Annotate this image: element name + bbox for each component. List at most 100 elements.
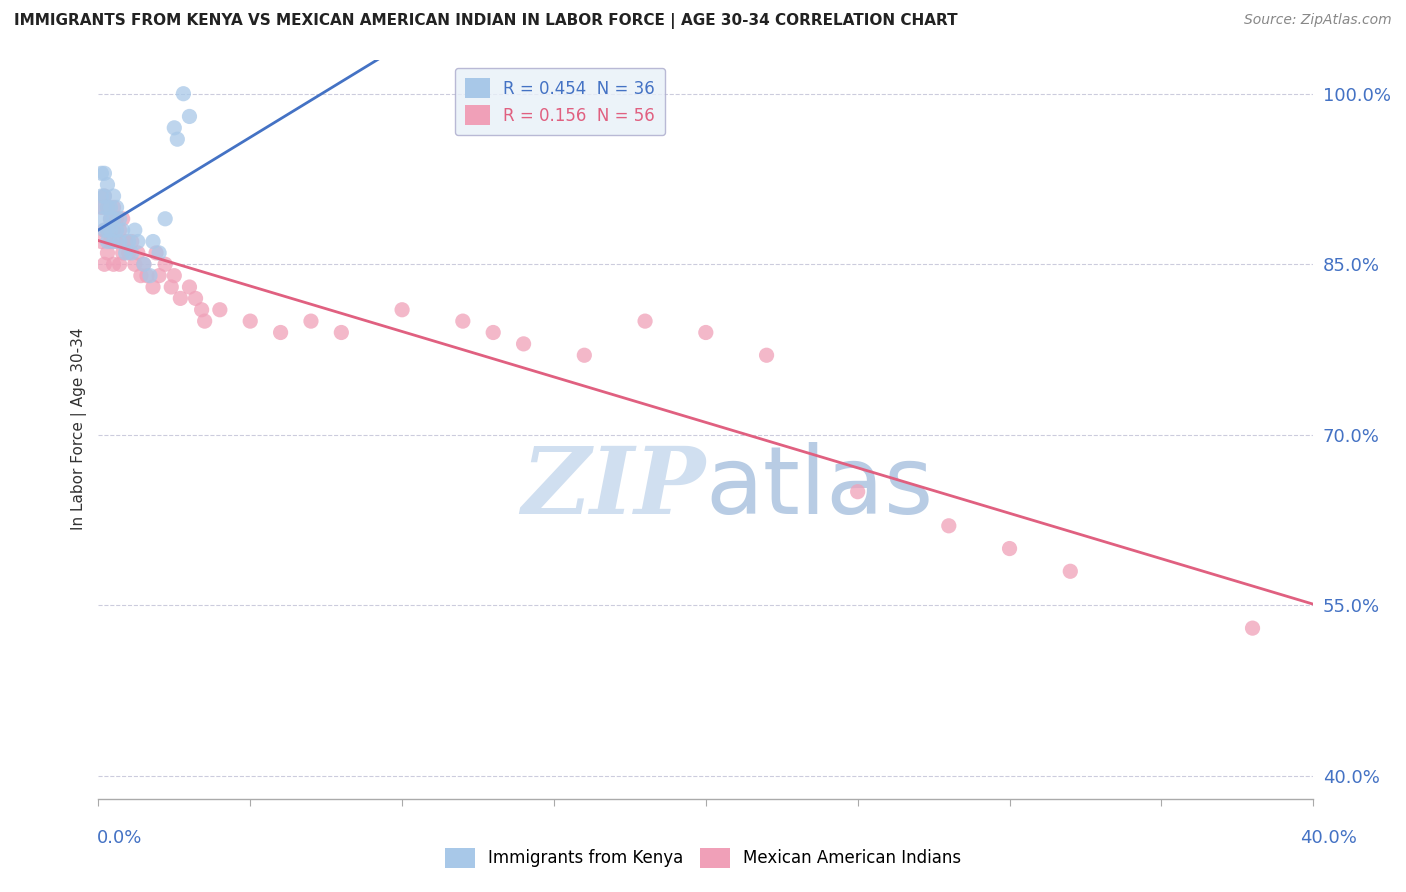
Point — [103, 257, 125, 271]
Point — [93, 201, 115, 215]
Legend: R = 0.454  N = 36, R = 0.156  N = 56: R = 0.454 N = 36, R = 0.156 N = 56 — [456, 68, 665, 136]
Y-axis label: In Labor Force | Age 30-34: In Labor Force | Age 30-34 — [72, 328, 87, 531]
Point — [139, 268, 162, 283]
Point — [153, 211, 176, 226]
Point — [103, 201, 125, 215]
Point — [105, 201, 128, 215]
Point — [118, 246, 141, 260]
Point — [100, 235, 122, 249]
Point — [163, 268, 186, 283]
Point — [103, 223, 125, 237]
Point — [190, 302, 212, 317]
Point — [90, 211, 112, 226]
Point — [93, 189, 115, 203]
Point — [114, 246, 136, 260]
Text: 40.0%: 40.0% — [1301, 829, 1357, 847]
Point — [998, 541, 1021, 556]
Point — [93, 257, 115, 271]
Point — [179, 110, 201, 124]
Point — [153, 257, 176, 271]
Point — [148, 268, 170, 283]
Point — [111, 223, 134, 237]
Point — [93, 223, 115, 237]
Point — [96, 201, 118, 215]
Point — [96, 246, 118, 260]
Point — [208, 302, 231, 317]
Point — [96, 223, 118, 237]
Text: ZIP: ZIP — [522, 443, 706, 533]
Point — [121, 235, 143, 249]
Point — [118, 235, 141, 249]
Point — [90, 235, 112, 249]
Point — [96, 178, 118, 192]
Point — [132, 257, 155, 271]
Point — [330, 326, 353, 340]
Text: 0.0%: 0.0% — [97, 829, 142, 847]
Point — [129, 268, 152, 283]
Point — [90, 201, 112, 215]
Point — [755, 348, 778, 362]
Point — [96, 223, 118, 237]
Point — [103, 211, 125, 226]
Point — [132, 257, 155, 271]
Point — [163, 120, 186, 135]
Point — [127, 246, 149, 260]
Point — [512, 337, 534, 351]
Point — [111, 211, 134, 226]
Point — [299, 314, 322, 328]
Text: Source: ZipAtlas.com: Source: ZipAtlas.com — [1244, 13, 1392, 28]
Point — [695, 326, 717, 340]
Point — [124, 223, 146, 237]
Point — [108, 257, 131, 271]
Point — [90, 166, 112, 180]
Point — [121, 246, 143, 260]
Point — [111, 246, 134, 260]
Point — [105, 235, 128, 249]
Point — [145, 246, 167, 260]
Text: atlas: atlas — [706, 442, 934, 534]
Point — [108, 223, 131, 237]
Point — [482, 326, 505, 340]
Point — [270, 326, 292, 340]
Point — [938, 518, 960, 533]
Point — [105, 223, 128, 237]
Point — [451, 314, 474, 328]
Point — [142, 280, 165, 294]
Point — [103, 189, 125, 203]
Point — [1059, 564, 1081, 578]
Point — [148, 246, 170, 260]
Point — [124, 257, 146, 271]
Point — [1241, 621, 1264, 635]
Point — [634, 314, 657, 328]
Point — [96, 235, 118, 249]
Point — [142, 235, 165, 249]
Point — [127, 235, 149, 249]
Point — [391, 302, 413, 317]
Point — [172, 87, 194, 101]
Point — [846, 484, 869, 499]
Point — [574, 348, 596, 362]
Point — [169, 292, 191, 306]
Point — [105, 211, 128, 226]
Point — [100, 211, 122, 226]
Point — [103, 235, 125, 249]
Point — [96, 201, 118, 215]
Point — [184, 292, 207, 306]
Point — [136, 268, 159, 283]
Point — [100, 223, 122, 237]
Point — [239, 314, 262, 328]
Point — [108, 235, 131, 249]
Text: IMMIGRANTS FROM KENYA VS MEXICAN AMERICAN INDIAN IN LABOR FORCE | AGE 30-34 CORR: IMMIGRANTS FROM KENYA VS MEXICAN AMERICA… — [14, 13, 957, 29]
Point — [93, 166, 115, 180]
Legend: Immigrants from Kenya, Mexican American Indians: Immigrants from Kenya, Mexican American … — [439, 841, 967, 875]
Point — [100, 211, 122, 226]
Point — [194, 314, 217, 328]
Point — [93, 223, 115, 237]
Point — [90, 189, 112, 203]
Point — [166, 132, 188, 146]
Point — [114, 235, 136, 249]
Point — [160, 280, 183, 294]
Point — [93, 189, 115, 203]
Point — [108, 211, 131, 226]
Point — [100, 201, 122, 215]
